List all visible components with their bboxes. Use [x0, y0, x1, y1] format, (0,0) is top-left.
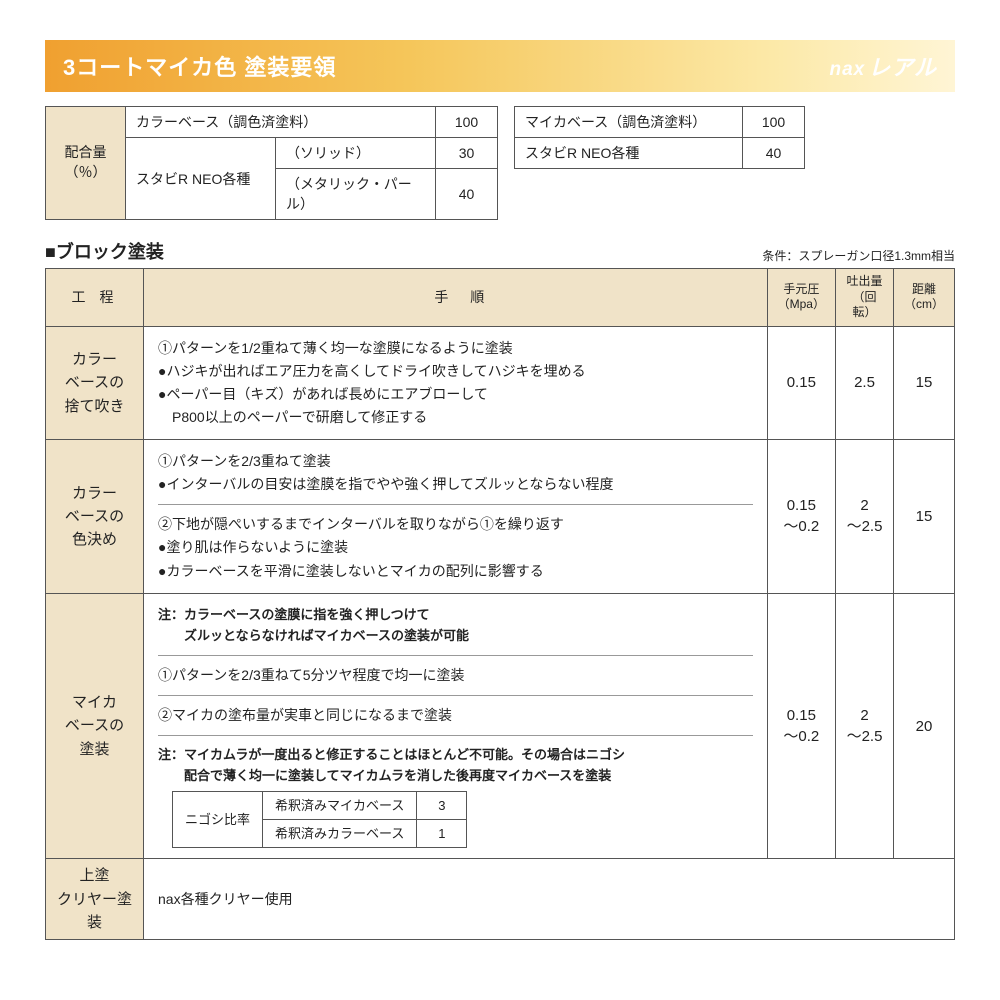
- row2-pressure: 0.15 〜0.2: [767, 593, 835, 859]
- mix-left-r1c1: カラーベース（調色済塗料）: [126, 107, 436, 138]
- proc-row-3: 上塗 クリヤー塗装 nax各種クリヤー使用: [46, 859, 955, 940]
- col-pressure-l1: 手元圧: [783, 282, 819, 296]
- row0-l2: ベースの: [65, 374, 124, 391]
- row2-step-b: ②マイカの塗布量が実車と同じになるまで塗装: [158, 695, 753, 727]
- row1-l3: 色決め: [72, 531, 117, 548]
- row3-l2: クリヤー塗装: [57, 891, 132, 931]
- row2-discharge: 2 〜2.5: [836, 593, 894, 859]
- nigoshi-r1v: 3: [417, 791, 467, 819]
- section-title: ■ブロック塗装: [45, 238, 164, 264]
- mix-left-r2c2: （ソリッド）: [276, 138, 436, 169]
- proc-row-1-label: カラー ベースの 色決め: [46, 440, 144, 593]
- row0-discharge: 2.5: [836, 326, 894, 439]
- col-discharge-l1: 吐出量: [846, 274, 882, 288]
- brand-prefix: nax: [829, 59, 865, 80]
- mix-right-r2v: 40: [743, 138, 805, 169]
- mix-ratio-label: 配合量 （％）: [46, 107, 126, 220]
- row0-l3: 捨て吹き: [64, 398, 124, 415]
- row1-pressure: 0.15 〜0.2: [767, 440, 835, 593]
- mix-table-left: 配合量 （％） カラーベース（調色済塗料） 100 スタビR NEO各種 （ソリ…: [45, 106, 498, 220]
- proc-row-3-step: nax各種クリヤー使用: [144, 859, 955, 940]
- row2-note-top: 注：カラーベースの塗膜に指を強く押しつけて ズルッとならなければマイカベースの塗…: [158, 604, 753, 647]
- row0-line1: ●ハジキが出ればエア圧力を高くしてドライ吹きしてハジキを埋める: [158, 360, 753, 383]
- row1-b1-1: ●インターバルの目安は塗膜を指でやや強く押してズルッとならない程度: [158, 473, 753, 496]
- row1-distance: 15: [894, 440, 955, 593]
- row2-distance: 20: [894, 593, 955, 859]
- proc-row-1-step: ①パターンを2/3重ねて塗装 ●インターバルの目安は塗膜を指でやや強く押してズル…: [144, 440, 768, 593]
- nigoshi-label: ニゴシ比率: [173, 791, 263, 848]
- nigoshi-table: ニゴシ比率 希釈済みマイカベース 3 希釈済みカラーベース 1: [172, 791, 467, 849]
- mix-right-r2c1: スタビR NEO各種: [515, 138, 743, 169]
- row2-nb-0: 注：マイカムラが一度出ると修正することはほとんど不可能。その場合はニゴシ: [158, 744, 753, 765]
- mix-ratio-row: 配合量 （％） カラーベース（調色済塗料） 100 スタビR NEO各種 （ソリ…: [45, 106, 955, 220]
- proc-header-row: 工程 手順 手元圧 （Mpa） 吐出量 （回転） 距離 （cm）: [46, 269, 955, 327]
- row1-l2: ベースの: [65, 508, 124, 525]
- brand-name: レアル: [868, 55, 937, 80]
- row0-line3: P800以上のペーパーで研磨して修正する: [158, 406, 753, 429]
- proc-row-2: マイカ ベースの 塗装 注：カラーベースの塗膜に指を強く押しつけて ズルッとなら…: [46, 593, 955, 859]
- row3-l1: 上塗: [79, 867, 109, 884]
- page-title: 3コートマイカ色 塗装要領: [63, 50, 336, 82]
- row1-b2-0: ②下地が隠ぺいするまでインターバルを取りながら①を繰り返す: [158, 513, 753, 536]
- row1-b2-2: ●カラーベースを平滑に塗装しないとマイカの配列に影響する: [158, 560, 753, 583]
- proc-row-2-step: 注：カラーベースの塗膜に指を強く押しつけて ズルッとならなければマイカベースの塗…: [144, 593, 768, 859]
- col-distance-l1: 距離: [912, 282, 936, 296]
- col-distance: 距離 （cm）: [894, 269, 955, 327]
- mix-table-right: マイカベース（調色済塗料） 100 スタビR NEO各種 40: [514, 106, 805, 169]
- row1-discharge: 2 〜2.5: [836, 440, 894, 593]
- title-bar: 3コートマイカ色 塗装要領 naxレアル: [45, 40, 955, 92]
- mix-right-r1c1: マイカベース（調色済塗料）: [515, 107, 743, 138]
- section-condition: 条件：スプレーガン口径1.3mm相当: [762, 247, 955, 264]
- col-process: 工程: [46, 269, 144, 327]
- col-pressure: 手元圧 （Mpa）: [767, 269, 835, 327]
- col-discharge-l2: （回転）: [852, 290, 876, 320]
- row2-note-top-0: 注：カラーベースの塗膜に指を強く押しつけて: [158, 604, 753, 625]
- mix-left-r3v: 40: [436, 169, 498, 220]
- nigoshi-r2: 希釈済みカラーベース: [263, 820, 417, 848]
- mix-left-r2c1: スタビR NEO各種: [126, 138, 276, 220]
- brand-label: naxレアル: [829, 50, 937, 82]
- nigoshi-r1: 希釈済みマイカベース: [263, 791, 417, 819]
- row2-l3: 塗装: [79, 741, 109, 758]
- col-pressure-l2: （Mpa）: [778, 297, 825, 311]
- proc-row-0-step: ①パターンを1/2重ねて薄く均一な塗膜になるように塗装 ●ハジキが出ればエア圧力…: [144, 326, 768, 439]
- section-title-row: ■ブロック塗装 条件：スプレーガン口径1.3mm相当: [45, 238, 955, 264]
- mix-label-l1: 配合量: [65, 144, 107, 160]
- proc-row-0: カラー ベースの 捨て吹き ①パターンを1/2重ねて薄く均一な塗膜になるように塗…: [46, 326, 955, 439]
- mix-left-r2v: 30: [436, 138, 498, 169]
- col-distance-l2: （cm）: [904, 297, 944, 311]
- row2-l2: ベースの: [65, 717, 124, 734]
- row1-l1: カラー: [72, 485, 117, 502]
- row0-distance: 15: [894, 326, 955, 439]
- row2-step-a: ①パターンを2/3重ねて5分ツヤ程度で均一に塗装: [158, 655, 753, 687]
- mix-left-r3c2: （メタリック・パール）: [276, 169, 436, 220]
- proc-row-1: カラー ベースの 色決め ①パターンを2/3重ねて塗装 ●インターバルの目安は塗…: [46, 440, 955, 593]
- row0-pressure: 0.15: [767, 326, 835, 439]
- row2-note-bottom: 注：マイカムラが一度出ると修正することはほとんど不可能。その場合はニゴシ 配合で…: [158, 735, 753, 787]
- proc-row-3-label: 上塗 クリヤー塗装: [46, 859, 144, 940]
- row2-note-top-1: ズルッとならなければマイカベースの塗装が可能: [158, 625, 753, 646]
- row0-line0: ①パターンを1/2重ねて薄く均一な塗膜になるように塗装: [158, 337, 753, 360]
- row1-b1-0: ①パターンを2/3重ねて塗装: [158, 450, 753, 473]
- col-step: 手順: [144, 269, 768, 327]
- row0-l1: カラー: [72, 351, 117, 368]
- row0-line2: ●ペーパー目（キズ）があれば長めにエアブローして: [158, 383, 753, 406]
- mix-right-r1v: 100: [743, 107, 805, 138]
- nigoshi-r2v: 1: [417, 820, 467, 848]
- proc-row-2-label: マイカ ベースの 塗装: [46, 593, 144, 859]
- row1-b2-1: ●塗り肌は作らないように塗装: [158, 536, 753, 559]
- mix-left-r1v: 100: [436, 107, 498, 138]
- proc-row-0-label: カラー ベースの 捨て吹き: [46, 326, 144, 439]
- procedure-table: 工程 手順 手元圧 （Mpa） 吐出量 （回転） 距離 （cm） カラー ベース…: [45, 268, 955, 940]
- mix-label-l2: （％）: [65, 164, 107, 180]
- col-discharge: 吐出量 （回転）: [836, 269, 894, 327]
- row2-nb-1: 配合で薄く均一に塗装してマイカムラを消した後再度マイカベースを塗装: [158, 765, 753, 786]
- row2-l1: マイカ: [72, 694, 117, 711]
